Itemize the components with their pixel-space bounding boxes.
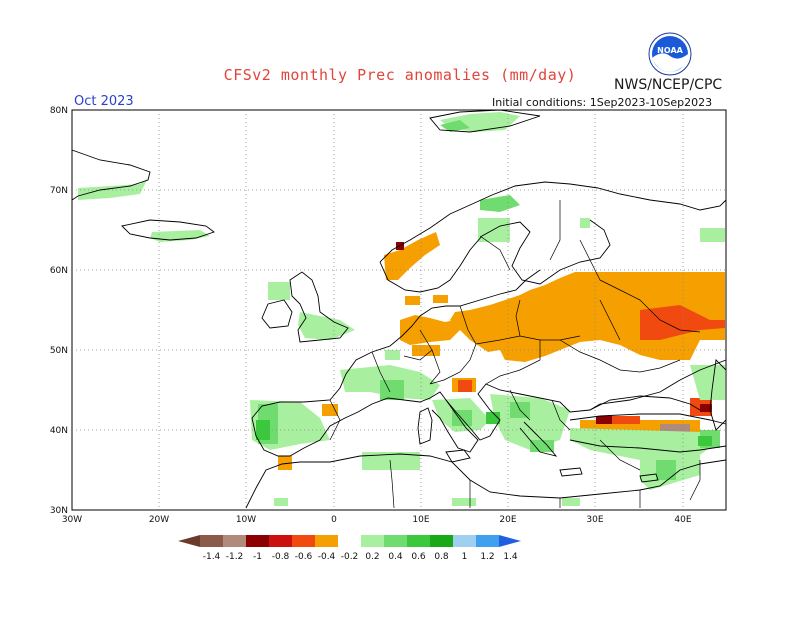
- turkey-brown: [660, 424, 690, 432]
- africa-north-wet: [362, 452, 420, 470]
- country-borders: [329, 200, 701, 509]
- denmark-dry: [405, 296, 420, 305]
- lat-label: 40N: [50, 426, 68, 436]
- lat-label: 30N: [50, 506, 68, 516]
- lat-label: 60N: [50, 266, 68, 276]
- lat-label: 50N: [50, 346, 68, 356]
- alps-strong-dry: [458, 380, 472, 392]
- colorbar-label: 1.2: [480, 552, 494, 562]
- logo-text: NOAA: [657, 46, 683, 55]
- colorbar-label: -0.4: [318, 552, 336, 562]
- colorbar-swatch: [269, 535, 292, 547]
- georgia-strong-wet: [698, 436, 712, 446]
- colorbar-swatch: [361, 535, 384, 547]
- colorbar-label: 1: [462, 552, 468, 562]
- russia-north-wet: [700, 228, 725, 242]
- colorbar-label: -1.2: [226, 552, 244, 562]
- portugal-strong-wet: [256, 420, 270, 440]
- graticule: [72, 110, 726, 510]
- albania-strong-wet: [486, 412, 500, 424]
- colorbar-label: 0.2: [365, 552, 379, 562]
- colorbar-swatch: [453, 535, 476, 547]
- colorbar-label: -0.6: [295, 552, 313, 562]
- lon-label: 20E: [499, 515, 516, 525]
- colorbar-swatch: [223, 535, 246, 547]
- noaa-logo-icon: NOAA: [648, 32, 692, 76]
- initial-conditions: Initial conditions: 1Sep2023-10Sep2023: [492, 96, 713, 109]
- greece-wet: [530, 440, 554, 452]
- lon-label: 20W: [149, 515, 169, 525]
- colorbar-arrow-right: [499, 535, 521, 547]
- finland-wet: [478, 218, 510, 242]
- colorbar-swatch: [338, 535, 361, 547]
- colorbar-label: -0.2: [341, 552, 359, 562]
- colorbar-label: 1.4: [503, 552, 518, 562]
- france-north-wet: [385, 350, 400, 360]
- forecast-month: Oct 2023: [74, 94, 134, 109]
- morocco-wet: [274, 498, 288, 506]
- longitude-labels: 30W 20W 10W 0 10E 20E 30E 40E: [62, 515, 692, 525]
- lon-label: 40E: [674, 515, 691, 525]
- brown-regions: [660, 424, 690, 432]
- colorbar-label: -0.8: [272, 552, 290, 562]
- karelia-wet: [580, 218, 590, 228]
- iceland-wet: [150, 230, 210, 242]
- pyrenees-wet: [380, 380, 404, 400]
- uk-wet: [268, 282, 290, 300]
- colorbar-swatch: [200, 535, 223, 547]
- caucasus-very-dry: [700, 404, 712, 412]
- colorbar-arrow-left: [178, 535, 200, 547]
- colorbar-swatch: [246, 535, 269, 547]
- agency-label: NWS/NCEP/CPC: [614, 77, 723, 93]
- baltic-dry: [433, 295, 448, 303]
- colorbar-swatch: [315, 535, 338, 547]
- iberia-dry: [322, 404, 338, 416]
- strong-wet-regions: [256, 412, 712, 446]
- greenland-wet: [78, 178, 148, 200]
- gibraltar-dry: [278, 456, 292, 470]
- turkey-very-dry: [596, 416, 612, 424]
- colorbar-label: 0.4: [388, 552, 403, 562]
- colorbar-label: -1: [253, 552, 262, 562]
- lon-label: 30W: [62, 515, 82, 525]
- colorbar-swatch: [476, 535, 499, 547]
- germany-dry: [412, 345, 440, 356]
- scandinavia-north-wet: [480, 195, 520, 212]
- lon-label: 10E: [412, 515, 429, 525]
- russia-strong-dry: [640, 305, 725, 340]
- libya-wet: [452, 498, 476, 506]
- moderate-wet-regions: [258, 120, 720, 480]
- lat-label: 70N: [50, 186, 68, 196]
- levant-wet: [656, 460, 676, 480]
- lat-label: 80N: [50, 106, 68, 116]
- colorbar-swatch: [384, 535, 407, 547]
- caspian-wet: [690, 365, 725, 400]
- colorbar-swatch: [430, 535, 453, 547]
- page-title: CFSv2 monthly Prec anomalies (mm/day): [223, 66, 577, 84]
- plot-frame: [71, 109, 727, 511]
- lon-label: 10W: [236, 515, 256, 525]
- lon-label: 0: [331, 515, 337, 525]
- norway-dry: [384, 232, 440, 280]
- adriatic-wet: [452, 410, 472, 426]
- svalbard-moderate: [440, 120, 470, 132]
- colorbar: -1.4 -1.2 -1 -0.8 -0.6 -0.4 -0.2 0.2 0.4 0.6 0.8 1 1…: [178, 535, 521, 562]
- lon-label: 30E: [586, 515, 603, 525]
- uk-south-wet: [298, 312, 355, 340]
- colorbar-swatch: [407, 535, 430, 547]
- egypt-wet: [562, 498, 580, 506]
- colorbar-label: 0.6: [411, 552, 426, 562]
- colorbar-label: -1.4: [203, 552, 221, 562]
- latitude-labels: 80N 70N 60N 50N 40N 30N: [50, 106, 68, 516]
- colorbar-swatch: [292, 535, 315, 547]
- colorbar-label: 0.8: [434, 552, 449, 562]
- coastlines: [71, 109, 727, 509]
- anomaly-fields: [78, 112, 725, 506]
